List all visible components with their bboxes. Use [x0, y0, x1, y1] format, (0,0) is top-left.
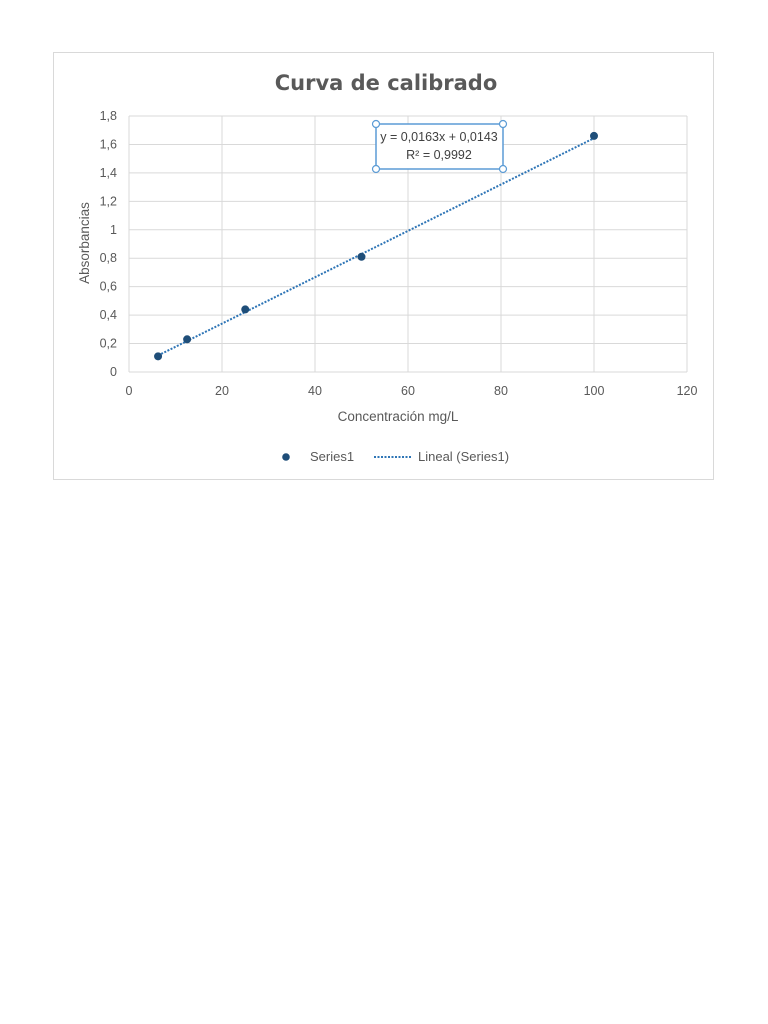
y-tick-label: 1,4: [100, 166, 117, 180]
y-axis-title: Absorbancias: [77, 202, 92, 284]
data-point[interactable]: [357, 252, 366, 261]
trendline: [157, 137, 595, 357]
x-tick-label: 20: [215, 384, 229, 398]
trendline-path[interactable]: [157, 137, 595, 357]
y-tick-labels: 0 0,2 0,4 0,6 0,8 1 1,2 1,4 1,6 1,8: [100, 109, 117, 379]
x-axis-title: Concentración mg/L: [338, 409, 459, 424]
legend-trendline-label: Lineal (Series1): [418, 449, 509, 464]
trendline-equation: y = 0,0163x + 0,0143: [380, 130, 498, 144]
x-tick-label: 120: [677, 384, 698, 398]
chart-area[interactable]: Curva de calibrado 0 0,2 0,4 0,6 0,8 1 1,2 1,4 1…: [53, 52, 714, 480]
legend-series1-marker: [282, 453, 290, 461]
y-tick-label: 1,8: [100, 109, 117, 123]
data-point[interactable]: [183, 335, 192, 344]
x-tick-labels: 0 20 40 60 80 100 120: [126, 384, 698, 398]
y-tick-label: 0,4: [100, 308, 117, 322]
x-tick-label: 80: [494, 384, 508, 398]
chart-title: Curva de calibrado: [275, 71, 498, 95]
legend-series1-label: Series1: [310, 449, 354, 464]
x-tick-label: 100: [584, 384, 605, 398]
y-tick-label: 1: [110, 223, 117, 237]
data-points: [154, 131, 598, 361]
chart-svg: Curva de calibrado 0 0,2 0,4 0,6 0,8 1 1,2 1,4 1…: [77, 71, 698, 464]
grid-lines: [128, 115, 688, 373]
resize-handle-bottom-right[interactable]: [498, 164, 508, 174]
y-tick-label: 0,6: [100, 280, 117, 294]
legend: Series1 Lineal (Series1): [282, 449, 509, 464]
y-tick-label: 1,2: [100, 194, 117, 208]
x-tick-label: 0: [126, 384, 133, 398]
y-tick-label: 1,6: [100, 137, 117, 151]
data-point[interactable]: [154, 352, 163, 361]
y-tick-label: 0: [110, 365, 117, 379]
resize-handle-bottom-left[interactable]: [371, 164, 381, 174]
resize-handle-top-left[interactable]: [371, 119, 381, 129]
trendline-r2: R² = 0,9992: [406, 148, 472, 162]
y-tick-label: 0,8: [100, 251, 117, 265]
data-point[interactable]: [241, 305, 250, 314]
x-tick-label: 40: [308, 384, 322, 398]
trendline-label[interactable]: y = 0,0163x + 0,0143 R² = 0,9992: [371, 119, 508, 174]
data-point[interactable]: [590, 131, 598, 140]
resize-handle-top-right[interactable]: [498, 119, 508, 129]
y-tick-label: 0,2: [100, 337, 117, 351]
trendline-label-box[interactable]: [375, 123, 504, 170]
x-tick-label: 60: [401, 384, 415, 398]
